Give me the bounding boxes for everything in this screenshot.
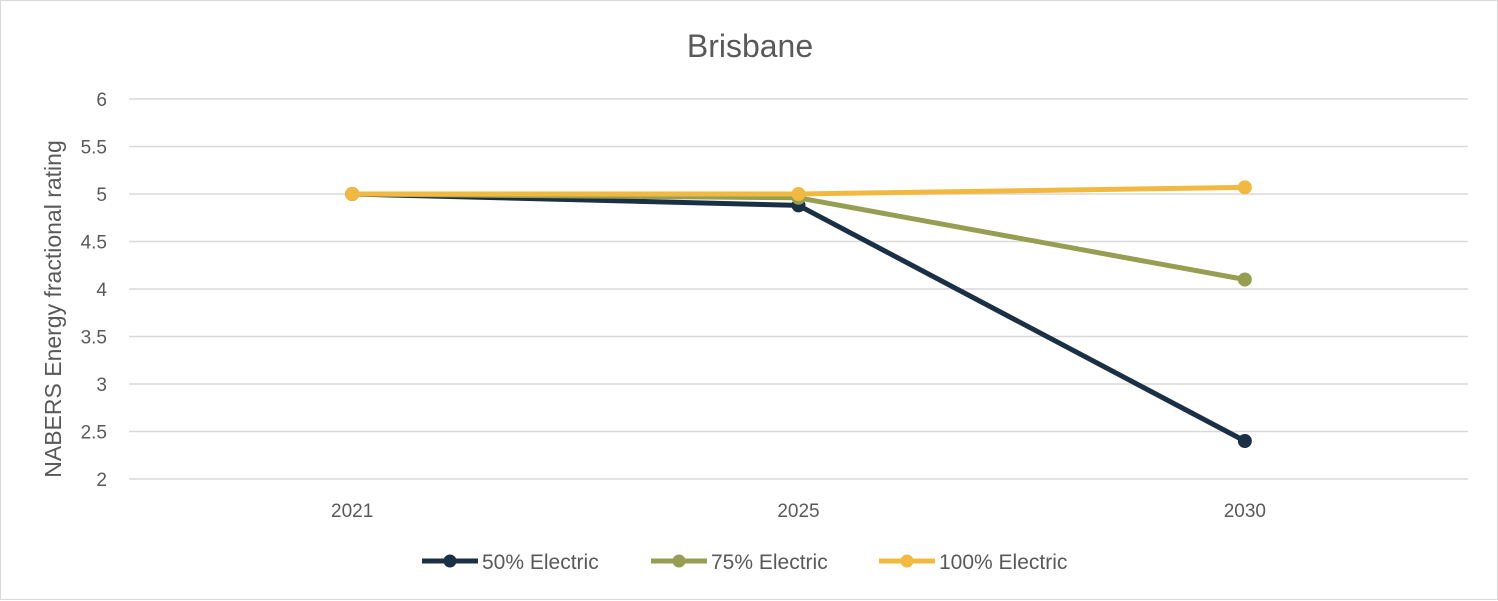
series-100-electric [345,180,1252,201]
gridlines [129,98,1468,480]
legend-item: 50% Electric [422,551,599,574]
legend: 50% Electric 75% Electric 100% Electric [422,551,1067,574]
data-point [1237,272,1252,287]
series-line [349,191,1248,444]
legend-swatch-marker [672,554,686,568]
legend-item: 100% Electric [879,551,1067,574]
y-tick-label: 4 [96,280,107,301]
x-tick-label: 2025 [777,501,819,522]
legend-label: 100% Electric [939,551,1067,574]
y-tick-label: 2.5 [81,423,107,444]
legend-label: 50% Electric [482,551,599,574]
y-tick-labels: 2 2.5 3 3.5 4 4.5 5 5.5 6 [81,90,108,491]
data-point [345,187,360,201]
y-axis-label: NABERS Energy fractional rating [40,140,66,478]
legend-item: 75% Electric [651,551,828,574]
chart-title: Brisbane [687,28,813,64]
data-point [1237,434,1252,448]
series-50-electric [345,187,1252,448]
series-75-electric [345,187,1252,287]
y-tick-label: 5.5 [81,138,107,159]
legend-label: 75% Electric [711,551,828,574]
legend-swatch-marker [443,554,457,568]
y-tick-label: 3.5 [81,328,107,349]
x-tick-label: 2030 [1224,501,1266,522]
y-tick-label: 4.5 [81,233,107,254]
y-tick-label: 6 [96,90,107,111]
x-tick-labels: 2021 2025 2030 [331,501,1266,522]
data-point [1237,180,1252,195]
x-tick-label: 2021 [331,501,373,522]
y-tick-label: 5 [96,185,107,206]
y-tick-label: 3 [96,375,107,396]
series-lines [345,180,1252,448]
y-tick-label: 2 [96,470,107,491]
legend-swatch-marker [900,554,914,568]
data-point [791,187,806,201]
